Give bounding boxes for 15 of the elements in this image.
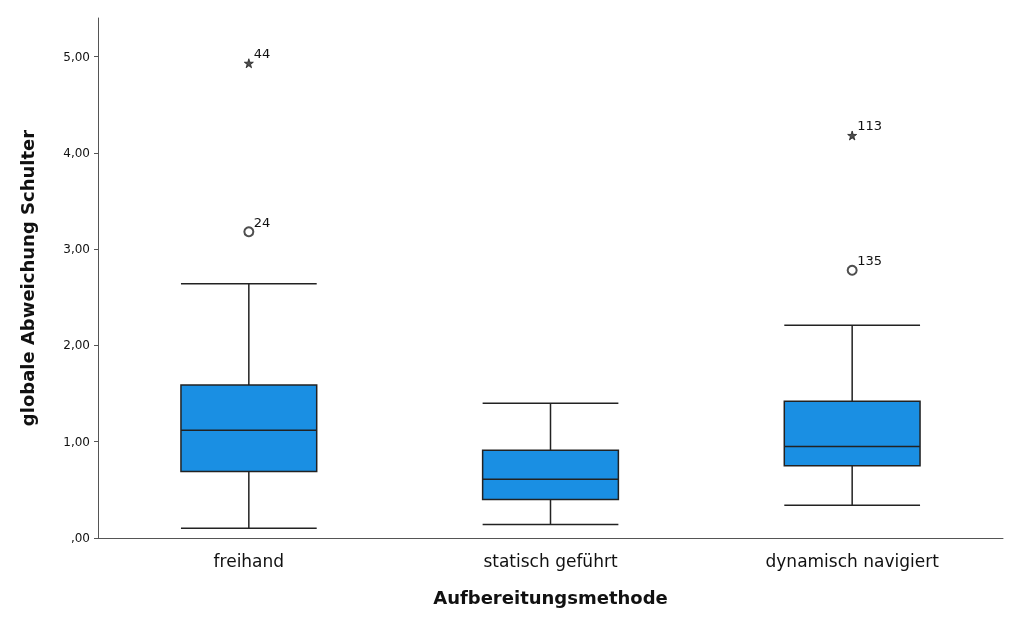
y-tick-label: 2,00 bbox=[63, 338, 90, 353]
y-tick-label: 5,00 bbox=[63, 49, 90, 64]
x-axis-title: Aufbereitungsmethode bbox=[433, 586, 668, 608]
x-tick-label: freihand bbox=[213, 550, 285, 571]
y-tick-label: 4,00 bbox=[63, 145, 90, 160]
annotation: 44 bbox=[253, 46, 271, 62]
annotation: 113 bbox=[857, 118, 882, 134]
y-tick-label: 1,00 bbox=[63, 434, 90, 449]
x-tick-label: statisch geführt bbox=[483, 550, 618, 571]
y-tick-label: 3,00 bbox=[63, 242, 90, 257]
annotation: 135 bbox=[857, 253, 882, 269]
y-tick-label: ,00 bbox=[70, 531, 90, 545]
x-tick-label: dynamisch navigiert bbox=[765, 550, 940, 571]
annotation: 24 bbox=[253, 214, 271, 230]
y-axis-title: globale Abweichung Schulter bbox=[16, 129, 38, 427]
